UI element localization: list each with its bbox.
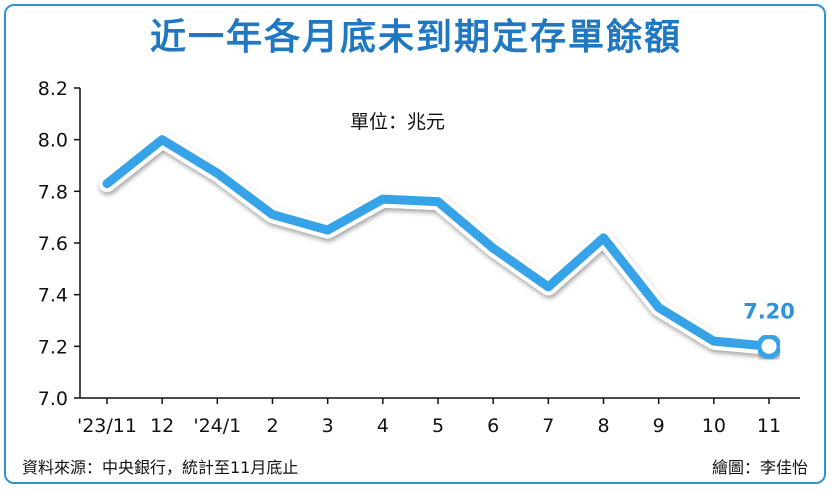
x-tick-label: '23/11 <box>77 415 137 437</box>
x-tick-label: 7 <box>542 415 554 437</box>
unit-label: 單位：兆元 <box>350 111 445 133</box>
data-point <box>547 286 549 288</box>
x-tick-label: 12 <box>150 415 174 437</box>
x-tick-label: 5 <box>432 415 444 437</box>
x-tick-label: 10 <box>702 415 726 437</box>
y-tick-label: 7.4 <box>38 285 68 307</box>
data-point <box>327 229 329 231</box>
x-tick-label: 6 <box>487 415 499 437</box>
data-point <box>216 172 218 174</box>
y-tick-label: 7.6 <box>38 233 68 255</box>
data-point <box>272 214 273 216</box>
x-tick-label: '24/1 <box>193 415 241 437</box>
x-tick-label: 4 <box>377 415 389 437</box>
data-point <box>161 139 163 141</box>
data-point <box>106 183 108 185</box>
y-tick-label: 7.0 <box>38 388 68 410</box>
data-point <box>437 201 439 203</box>
last-value-label: 7.20 <box>743 299 795 323</box>
credit-note: 繪圖：李佳怡 <box>711 458 808 477</box>
y-tick-label: 7.2 <box>38 336 68 358</box>
series-line <box>102 135 774 351</box>
data-point <box>713 340 715 342</box>
x-tick-label: 11 <box>757 415 781 437</box>
x-tick-label: 8 <box>597 415 609 437</box>
x-tick-label: 3 <box>322 415 334 437</box>
chart-frame <box>4 4 826 484</box>
x-tick-label: 2 <box>266 415 278 437</box>
y-tick-label: 8.0 <box>38 130 68 152</box>
x-tick-label: 9 <box>653 415 665 437</box>
data-point <box>603 237 604 239</box>
y-tick-label: 7.8 <box>38 181 68 203</box>
source-note: 資料來源：中央銀行，統計至11月底止 <box>22 458 299 477</box>
data-point <box>658 307 660 309</box>
data-point <box>382 198 384 200</box>
y-tick-label: 8.2 <box>38 78 68 100</box>
last-point-marker <box>756 333 782 359</box>
chart-title: 近一年各月底未到期定存單餘額 <box>149 17 682 58</box>
data-point <box>492 247 494 249</box>
